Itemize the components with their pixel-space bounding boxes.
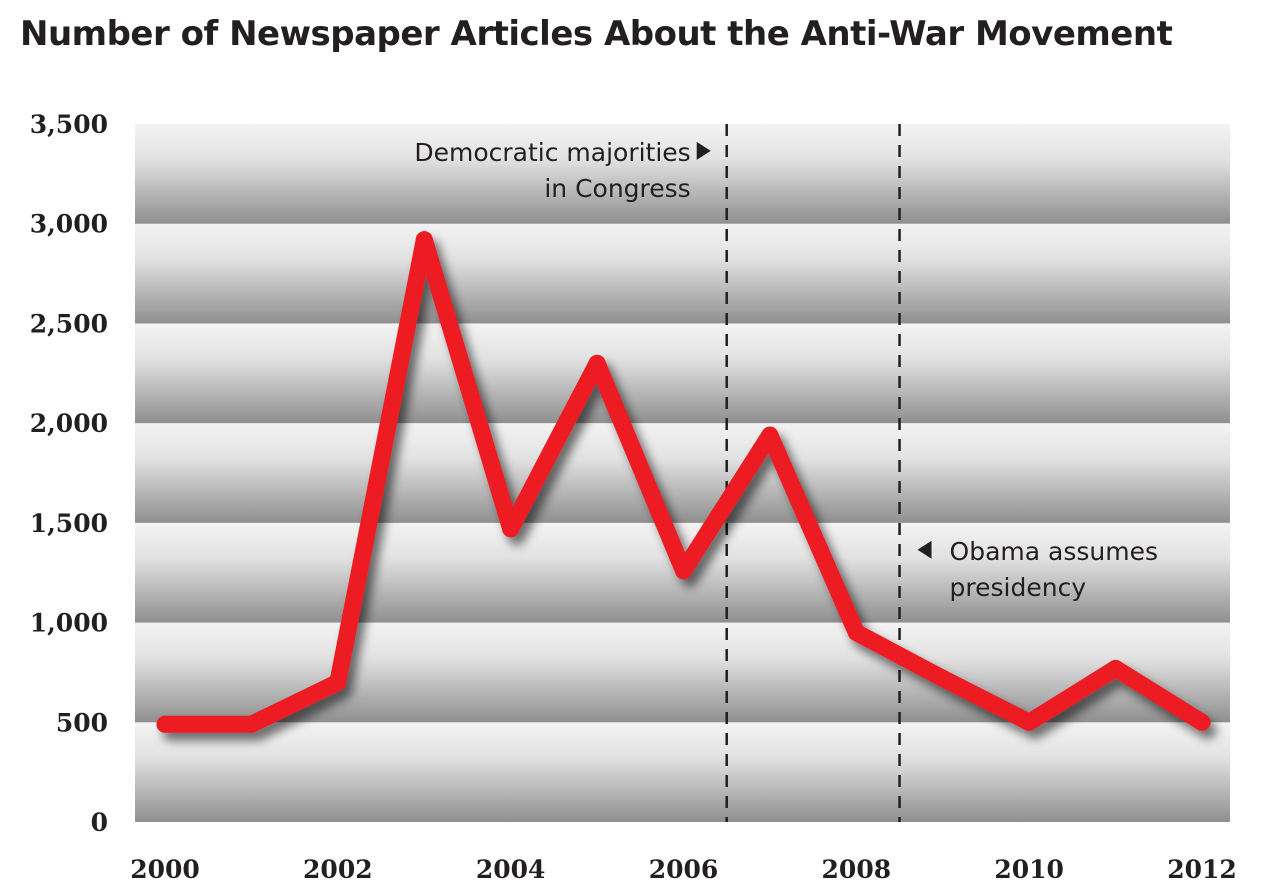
x-tick-label: 2012 [1167, 855, 1237, 884]
x-tick-label: 2004 [476, 855, 546, 884]
y-tick-label: 3,000 [30, 210, 108, 239]
data-point [242, 715, 260, 733]
x-tick-label: 2008 [822, 855, 892, 884]
y-tick-label: 2,000 [30, 409, 108, 438]
data-point [675, 562, 692, 580]
x-tick-label: 2010 [994, 855, 1064, 884]
data-point [934, 669, 952, 687]
grid-band [135, 423, 1230, 523]
y-tick-label: 3,500 [30, 110, 108, 139]
y-axis: 0 500 1,000 1,500 2,000 2,500 3,000 3,500 [30, 110, 108, 837]
data-point [1193, 713, 1211, 731]
y-tick-label: 1,000 [30, 609, 108, 638]
annotation-text: in Congress [544, 174, 690, 203]
data-point [761, 426, 779, 444]
series [156, 231, 1211, 733]
data-point [502, 520, 520, 538]
arrow-right-icon [696, 141, 711, 160]
x-tick-label: 2000 [130, 855, 200, 884]
plot-background [135, 124, 1230, 822]
annotation-text: Obama assumes [950, 537, 1158, 566]
grid-band [135, 323, 1230, 424]
y-tick-label: 500 [56, 708, 108, 737]
grid-band [135, 124, 1230, 224]
data-point [415, 231, 433, 249]
annotations: Democratic majorities in Congress Obama as… [414, 138, 1158, 602]
grid-band [135, 223, 1230, 324]
y-tick-label: 2,500 [30, 309, 108, 338]
data-point [1020, 713, 1038, 731]
x-tick-label: 2002 [303, 855, 373, 884]
event-lines [725, 124, 901, 822]
grid-band [135, 722, 1230, 822]
annotation-text: Democratic majorities [414, 138, 690, 167]
data-point [847, 624, 865, 642]
x-axis: 2000 2002 2004 2006 2008 2010 2012 [130, 855, 1237, 884]
chart-title: Number of Newspaper Articles About the A… [20, 14, 1173, 54]
y-tick-label: 0 [91, 808, 108, 837]
x-tick-label: 2006 [649, 855, 719, 884]
annotation-text: presidency [950, 573, 1087, 602]
data-point [588, 354, 606, 372]
data-point [1107, 659, 1125, 677]
data-point [329, 673, 347, 691]
data-point [156, 715, 174, 733]
y-tick-label: 1,500 [30, 509, 108, 538]
arrow-left-icon [917, 540, 932, 559]
